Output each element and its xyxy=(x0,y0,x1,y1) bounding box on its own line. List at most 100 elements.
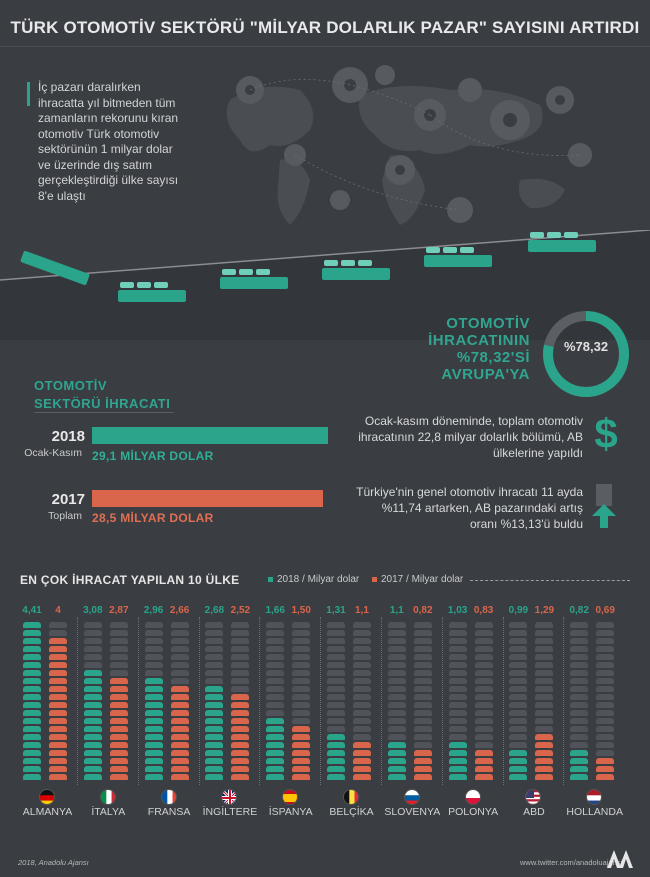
car-icon xyxy=(109,726,128,732)
car-icon xyxy=(49,750,67,756)
car-icon-empty xyxy=(292,662,311,668)
car-icon xyxy=(474,750,493,756)
car-icon xyxy=(535,734,554,740)
car-icon xyxy=(448,774,467,780)
it-flag-icon xyxy=(99,789,116,805)
car-icon-empty xyxy=(266,654,285,660)
car-icon-empty xyxy=(266,710,285,716)
car-stack-2018 xyxy=(83,622,106,787)
europe-share-donut xyxy=(543,311,629,397)
car-icon-empty xyxy=(266,686,285,692)
year-2017-period: Toplam xyxy=(48,510,82,522)
car-icon-empty xyxy=(266,702,285,708)
car-icon xyxy=(231,702,250,708)
car-icon xyxy=(49,742,67,748)
value-label-2017: 1,1 xyxy=(355,605,369,616)
car-icon xyxy=(535,742,554,748)
car-icon-empty xyxy=(596,662,615,668)
car-icon-empty xyxy=(535,694,554,700)
car-icon-empty xyxy=(109,662,128,668)
car-stack-2018 xyxy=(23,622,45,787)
car-icon xyxy=(23,710,41,716)
car-icon-empty xyxy=(474,726,493,732)
car-icon xyxy=(109,766,128,772)
europe-share-value: %78,32 xyxy=(563,339,609,354)
car-icon-empty xyxy=(353,694,371,700)
car-icon xyxy=(83,774,102,780)
car-icon xyxy=(49,646,67,652)
car-icon xyxy=(109,774,128,780)
car-icon xyxy=(231,774,250,780)
car-icon xyxy=(327,766,345,772)
value-label-2017: 2,66 xyxy=(169,605,190,616)
car-icon-empty xyxy=(353,726,371,732)
car-icon-empty xyxy=(535,630,554,636)
intro-text: İç pazarı daralırken ihracatta yıl bitme… xyxy=(38,80,179,203)
car-icon-empty xyxy=(353,622,371,628)
car-icon-empty xyxy=(266,670,285,676)
car-icon-empty xyxy=(327,638,345,644)
car-icon-empty xyxy=(509,678,528,684)
legend-2017: 2017 / Milyar dolar xyxy=(372,574,463,585)
car-icon xyxy=(23,678,41,684)
car-icon-empty xyxy=(509,622,528,628)
car-icon-empty xyxy=(231,638,250,644)
car-stack-2017 xyxy=(49,622,71,787)
car-icon-empty xyxy=(387,678,406,684)
car-icon xyxy=(413,750,432,756)
car-icon-empty xyxy=(596,670,615,676)
car-icon-empty xyxy=(570,662,589,668)
car-icon-empty xyxy=(413,654,432,660)
car-icon xyxy=(49,774,67,780)
car-stack-2017 xyxy=(231,622,253,787)
country-name: İSPANYA xyxy=(268,806,313,818)
car-icon-empty xyxy=(387,702,406,708)
car-icon xyxy=(83,718,102,724)
car-icon-empty xyxy=(448,694,467,700)
car-icon xyxy=(170,766,189,772)
car-icon-empty xyxy=(448,670,467,676)
year-2017-label: 2017 xyxy=(51,491,85,508)
car-icon xyxy=(570,758,589,764)
car-icon-empty xyxy=(144,646,163,652)
car-icon-empty xyxy=(570,678,589,684)
value-label-2018: 2,68 xyxy=(204,605,225,616)
car-stack-2017 xyxy=(413,622,436,787)
car-icon-empty xyxy=(474,646,493,652)
car-icon xyxy=(144,750,163,756)
column-separator xyxy=(502,617,504,785)
legend-2017-swatch xyxy=(372,576,377,582)
car-icon-empty xyxy=(387,646,406,652)
eu-export-note: Ocak-kasım döneminde, toplam otomotiv ih… xyxy=(358,414,583,460)
car-icon xyxy=(23,646,41,652)
car-icon-empty xyxy=(570,742,589,748)
car-icon-empty xyxy=(448,678,467,684)
car-stack-2018 xyxy=(509,622,531,787)
car-icon-empty xyxy=(231,686,250,692)
value-label-2017: 2,52 xyxy=(230,605,251,616)
title-divider xyxy=(0,46,650,47)
car-icon xyxy=(327,742,345,748)
car-icon-empty xyxy=(596,646,615,652)
car-icon xyxy=(170,710,189,716)
car-icon xyxy=(387,774,406,780)
car-icon xyxy=(83,726,102,732)
car-icon-empty xyxy=(535,718,554,724)
export-title-divider xyxy=(34,412,174,413)
car-icon-empty xyxy=(144,638,163,644)
car-icon xyxy=(231,742,250,748)
car-icon xyxy=(49,670,67,676)
car-icon xyxy=(23,622,41,628)
car-icon-empty xyxy=(327,726,345,732)
car-icon xyxy=(23,774,41,780)
car-icon-empty xyxy=(231,630,250,636)
car-icon-empty xyxy=(570,630,589,636)
arrow-up-icon xyxy=(592,484,616,528)
car-icon-empty xyxy=(327,694,345,700)
car-icon-empty xyxy=(327,662,345,668)
country-name: BELÇİKA xyxy=(329,806,374,818)
car-icon-empty xyxy=(509,702,528,708)
country-name: İTALYA xyxy=(91,806,126,818)
car-icon xyxy=(109,686,128,692)
car-icon-empty xyxy=(413,734,432,740)
